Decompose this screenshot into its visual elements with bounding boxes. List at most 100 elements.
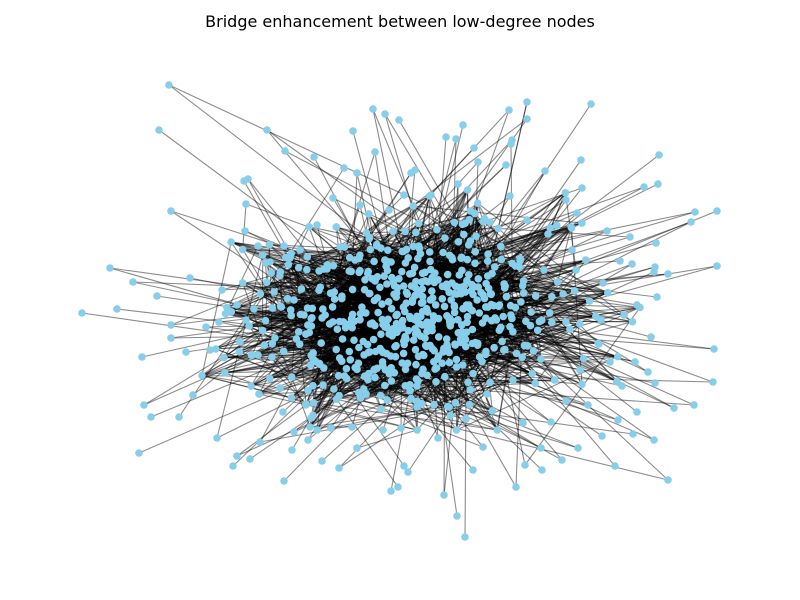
graph-edge: [334, 285, 446, 300]
graph-node: [451, 340, 459, 349]
graph-node: [523, 216, 531, 224]
graph-node: [598, 432, 606, 440]
graph-edge: [461, 256, 602, 321]
graph-node: [254, 242, 262, 250]
graph-edge: [465, 346, 563, 461]
graph-node: [471, 209, 479, 218]
graph-edge: [369, 244, 378, 294]
graph-edge: [309, 306, 487, 428]
graph-node: [450, 218, 459, 227]
graph-node: [288, 446, 296, 454]
graph-node: [604, 288, 612, 297]
graph-node: [261, 316, 270, 325]
graph-edge: [310, 204, 361, 356]
graph-edge: [226, 246, 345, 308]
graph-node: [409, 242, 418, 251]
graph-node: [186, 274, 194, 282]
graph-node: [287, 394, 296, 402]
graph-node: [614, 416, 622, 424]
graph-edge: [258, 393, 418, 431]
graph-node: [561, 189, 570, 197]
graph-edge: [150, 311, 406, 418]
graph-node: [383, 257, 392, 266]
graph-edge: [262, 322, 402, 332]
graph-node: [412, 228, 420, 237]
graph-node: [426, 341, 434, 350]
graph-node: [189, 391, 197, 399]
graph-node: [447, 296, 456, 304]
graph-edge: [369, 237, 618, 382]
graph-node: [461, 533, 469, 541]
graph-edge: [333, 291, 424, 370]
graph-edge: [477, 202, 633, 323]
graph-node: [279, 408, 287, 416]
graph-edge: [308, 226, 361, 272]
graph-node: [568, 246, 576, 254]
graph-edge: [422, 258, 521, 298]
graph-node: [570, 287, 579, 295]
graph-edge: [333, 248, 407, 267]
graph-edge: [303, 306, 333, 316]
graph-node: [167, 321, 175, 329]
graph-node: [270, 288, 278, 296]
graph-edge: [253, 219, 470, 310]
graph-node: [356, 316, 364, 324]
graph-edge: [415, 280, 512, 316]
graph-edge: [189, 277, 503, 343]
graph-node: [426, 257, 434, 266]
graph-node: [140, 401, 148, 409]
graph-node: [628, 260, 636, 268]
graph-edge: [303, 221, 455, 316]
graph-edge: [421, 342, 476, 404]
graph-edge: [392, 230, 444, 254]
graph-node: [379, 348, 387, 357]
graph-node: [614, 352, 622, 361]
graph-edge: [322, 380, 392, 386]
graph-edge: [376, 367, 542, 449]
graph-node: [385, 206, 393, 214]
graph-node: [629, 430, 637, 438]
graph-node: [531, 292, 540, 300]
graph-node: [296, 246, 304, 254]
graph-edge: [413, 205, 582, 224]
graph-node: [460, 230, 468, 239]
graph-node: [202, 323, 210, 331]
graph-edge: [272, 222, 466, 309]
graph-edge: [312, 274, 449, 387]
graph-node: [535, 317, 544, 326]
graph-edge: [313, 402, 498, 431]
graph-edge: [143, 315, 292, 406]
graph-node: [334, 371, 343, 380]
graph-node: [373, 364, 382, 373]
graph-edge: [551, 296, 599, 344]
graph-node: [522, 317, 530, 326]
graph-edge: [239, 328, 400, 343]
graph-node: [268, 353, 276, 361]
graph-node: [303, 253, 312, 261]
graph-node: [486, 290, 495, 298]
graph-node: [345, 253, 354, 262]
graph-edge: [485, 304, 492, 355]
graph-edge: [344, 118, 528, 377]
graph-node: [365, 348, 374, 356]
graph-edge: [307, 172, 412, 326]
graph-edge: [384, 113, 500, 306]
graph-edge: [446, 283, 714, 383]
graph-node: [284, 261, 293, 269]
graph-node: [296, 310, 305, 319]
graph-node: [277, 303, 286, 311]
graph-edge: [380, 381, 437, 410]
graph-edge: [321, 342, 486, 356]
graph-edge: [291, 313, 398, 399]
graph-edge: [248, 325, 307, 406]
graph-edge: [338, 372, 422, 377]
graph-node: [497, 255, 506, 264]
graph-node: [383, 280, 391, 288]
graph-edge: [356, 429, 418, 449]
graph-edge: [132, 281, 480, 358]
graph-node: [353, 169, 361, 177]
graph-edge: [333, 379, 555, 390]
graph-node: [587, 100, 595, 108]
graph-edge: [403, 341, 439, 439]
graph-edge: [279, 269, 307, 277]
